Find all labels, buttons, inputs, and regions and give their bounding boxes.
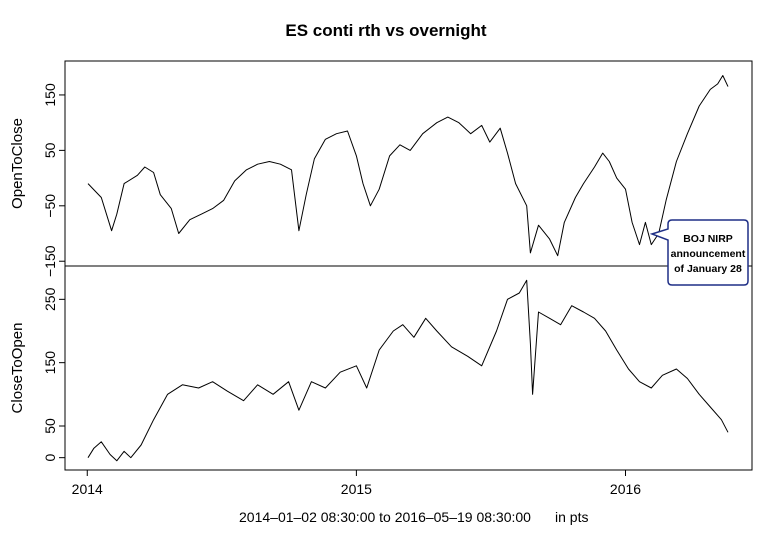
boj-callout: BOJ NIRP announcement of January 28 xyxy=(649,219,749,286)
callout-line-2: announcement xyxy=(671,248,746,260)
y-tick-label: −150 xyxy=(42,245,58,277)
panel-open-to-close: −150 −50 50 150 OpenToClose xyxy=(9,60,753,277)
y-tick-label: 150 xyxy=(42,351,58,375)
y-tick-label: 150 xyxy=(42,83,58,107)
y-axis-label: CloseToOpen xyxy=(9,323,26,414)
x-tick-label: 2016 xyxy=(610,481,641,497)
callout-line-1: BOJ NIRP xyxy=(683,233,733,245)
panel-frame xyxy=(64,265,753,471)
callout-box xyxy=(649,219,749,286)
units-label: in pts xyxy=(555,509,588,525)
x-tick-label: 2014 xyxy=(72,481,103,497)
x-axis: 2014 2015 2016 xyxy=(72,470,641,497)
chart-title: ES conti rth vs overnight xyxy=(285,21,487,40)
time-range-subtitle: 2014‒01‒02 08:30:00 to 2016‒05‒19 08:30:… xyxy=(239,509,531,525)
x-tick-label: 2015 xyxy=(341,481,372,497)
callout-line-3: of January 28 xyxy=(674,263,742,275)
y-tick-label: 50 xyxy=(42,142,58,158)
y-tick-label: −50 xyxy=(42,194,58,218)
y-tick-label: 0 xyxy=(42,454,58,462)
y-axis-label: OpenToClose xyxy=(9,118,26,209)
y-tick-label: 50 xyxy=(42,418,58,434)
series-line-OpenToClose xyxy=(87,75,729,257)
panel-close-to-open: 0 50 150 250 CloseToOpen xyxy=(9,265,753,471)
series-line-CloseToOpen xyxy=(87,279,729,462)
y-tick-label: 250 xyxy=(42,287,58,311)
